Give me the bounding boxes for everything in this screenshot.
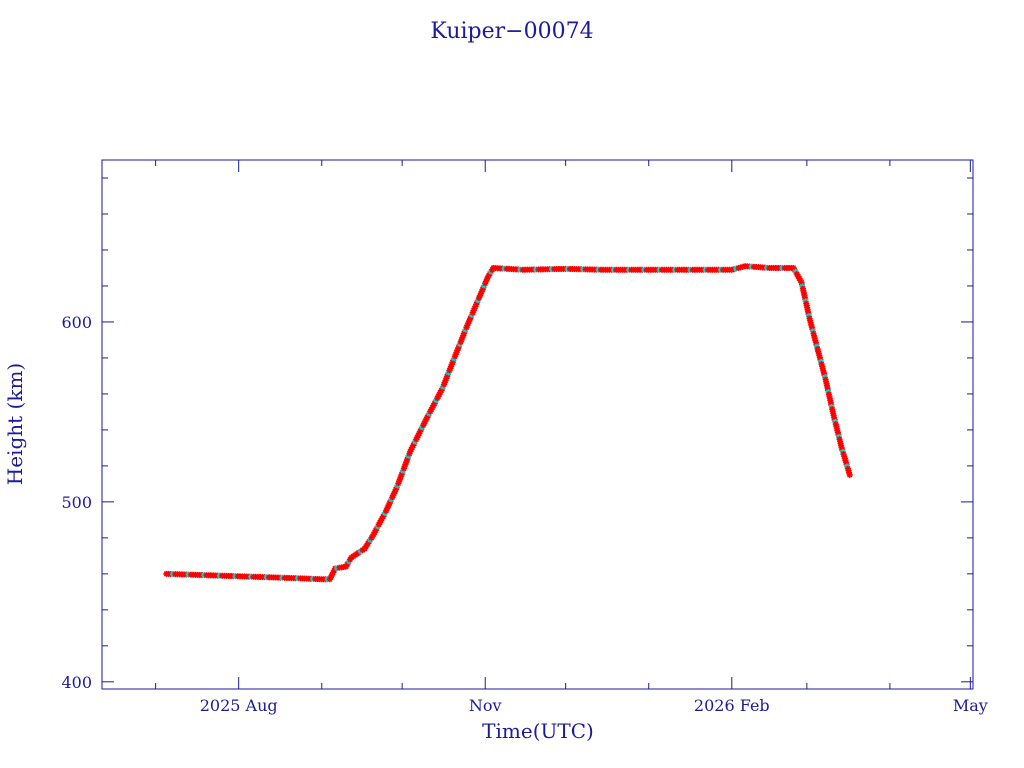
y-tick-label: 400 [61, 673, 92, 692]
chart-title: Kuiper−00074 [430, 19, 593, 44]
axis-ticks [102, 160, 973, 689]
x-axis-label: Time(UTC) [482, 719, 594, 743]
y-tick-label: 500 [61, 493, 92, 512]
plot-frame [101, 159, 974, 690]
y-axis-label: Height (km) [3, 363, 27, 485]
tick-labels: 400 500 600 2025 Aug Nov 2026 Feb May [61, 313, 987, 715]
y-tick-label: 600 [61, 313, 92, 332]
x-tick-label: 2025 Aug [200, 696, 278, 715]
x-tick-label: May [953, 696, 988, 715]
data-points [163, 263, 853, 583]
data-point [846, 471, 853, 478]
x-tick-label: 2026 Feb [694, 696, 770, 715]
x-tick-label: Nov [469, 696, 502, 715]
